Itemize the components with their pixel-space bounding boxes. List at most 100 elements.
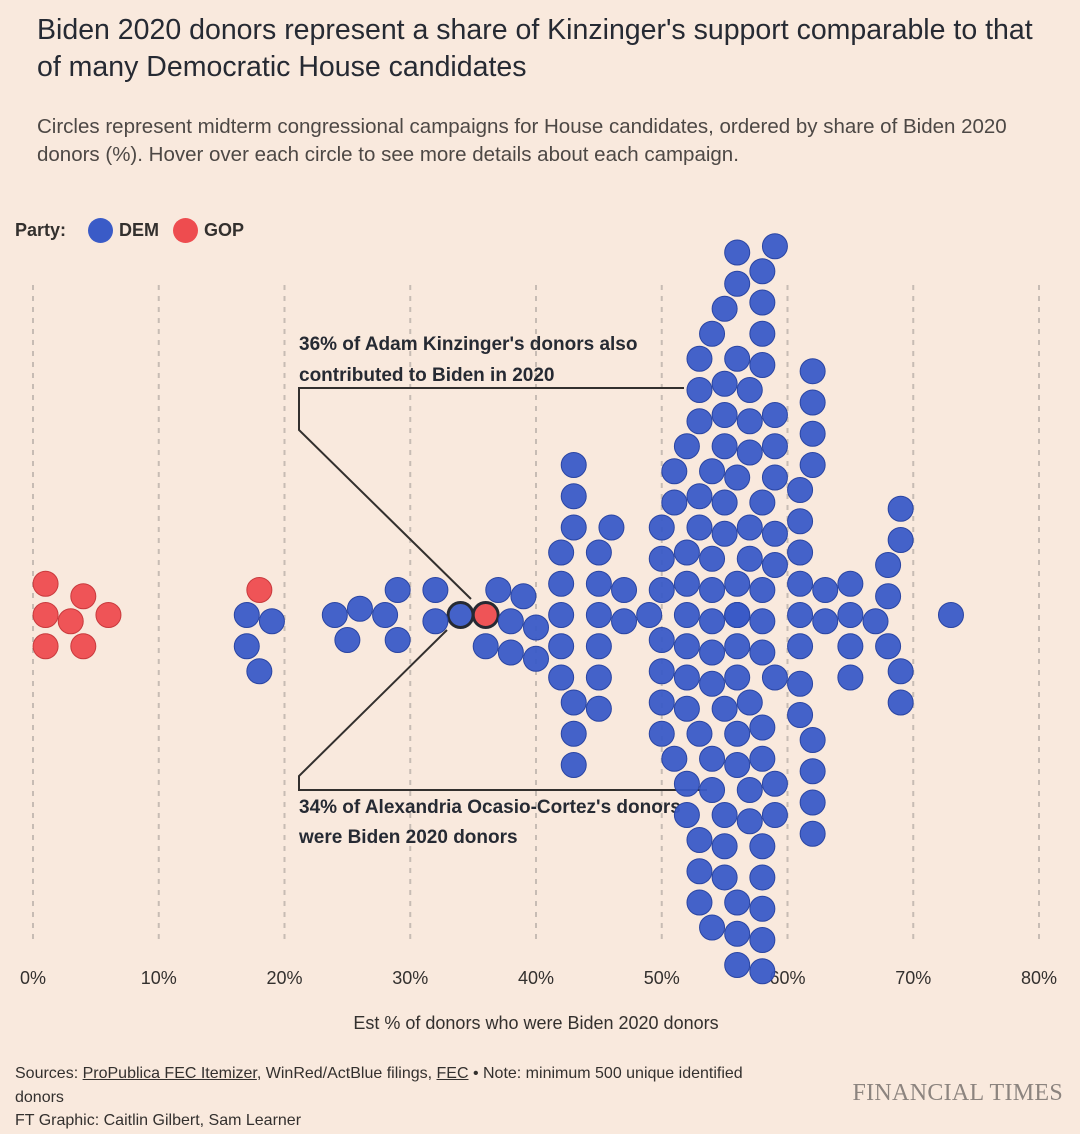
campaign-dot-dem[interactable]	[761, 464, 788, 491]
campaign-dot-dem[interactable]	[560, 689, 587, 716]
campaign-dot-dem[interactable]	[761, 552, 788, 578]
campaign-dot-dem[interactable]	[812, 577, 839, 603]
campaign-dot-dem[interactable]	[749, 289, 776, 316]
campaign-dot-dem[interactable]	[711, 370, 738, 397]
campaign-dot-dem[interactable]	[837, 664, 864, 691]
campaign-dot-dem[interactable]	[372, 602, 399, 628]
campaign-dot-dem[interactable]	[736, 408, 763, 435]
campaign-dot-dem[interactable]	[611, 608, 638, 635]
campaign-dot-gop[interactable]	[32, 570, 59, 597]
campaign-dot-dem[interactable]	[648, 658, 675, 685]
campaign-dot-gop[interactable]	[95, 602, 122, 628]
campaign-dot-dem[interactable]	[724, 464, 751, 491]
campaign-dot-dem[interactable]	[699, 670, 726, 697]
campaign-dot-dem[interactable]	[736, 808, 763, 835]
campaign-dot-dem[interactable]	[422, 608, 449, 635]
campaign-dot-dem[interactable]	[787, 702, 814, 728]
campaign-dot-dem[interactable]	[749, 577, 776, 603]
campaign-dot-dem[interactable]	[673, 433, 700, 460]
campaign-dot-dem[interactable]	[548, 633, 575, 660]
campaign-dot-dem[interactable]	[585, 633, 612, 660]
campaign-dot-dem[interactable]	[875, 552, 902, 578]
campaign-dot-dem[interactable]	[648, 577, 675, 603]
campaign-dot-dem[interactable]	[724, 720, 751, 747]
campaign-dot-dem[interactable]	[699, 914, 726, 941]
campaign-dot-dem[interactable]	[749, 352, 776, 378]
campaign-dot-dem[interactable]	[699, 545, 726, 572]
campaign-dot-dem[interactable]	[736, 439, 763, 466]
highlight-dot-alexandria-ocasio-cortez[interactable]	[446, 601, 475, 629]
campaign-dot-dem[interactable]	[761, 402, 788, 428]
campaign-dot-dem[interactable]	[384, 577, 411, 603]
campaign-dot-dem[interactable]	[711, 489, 738, 516]
campaign-dot-dem[interactable]	[686, 858, 713, 885]
campaign-dot-dem[interactable]	[799, 420, 826, 447]
campaign-dot-dem[interactable]	[686, 345, 713, 372]
source-link-propublica[interactable]: ProPublica FEC Itemizer	[82, 1065, 257, 1082]
campaign-dot-dem[interactable]	[749, 958, 776, 985]
campaign-dot-dem[interactable]	[787, 570, 814, 597]
campaign-dot-dem[interactable]	[724, 570, 751, 597]
campaign-dot-dem[interactable]	[560, 720, 587, 747]
campaign-dot-gop[interactable]	[32, 602, 59, 628]
campaign-dot-dem[interactable]	[799, 452, 826, 478]
campaign-dot-dem[interactable]	[648, 627, 675, 653]
campaign-dot-dem[interactable]	[711, 402, 738, 428]
campaign-dot-dem[interactable]	[673, 802, 700, 828]
campaign-dot-dem[interactable]	[686, 483, 713, 510]
campaign-dot-dem[interactable]	[523, 614, 549, 641]
campaign-dot-dem[interactable]	[749, 833, 776, 860]
campaign-dot-dem[interactable]	[787, 670, 814, 697]
campaign-dot-dem[interactable]	[699, 458, 726, 485]
campaign-dot-gop[interactable]	[70, 633, 97, 660]
campaign-dot-dem[interactable]	[887, 495, 914, 522]
campaign-dot-dem[interactable]	[736, 377, 763, 403]
campaign-dot-dem[interactable]	[673, 664, 700, 691]
campaign-dot-dem[interactable]	[724, 239, 751, 266]
campaign-dot-dem[interactable]	[560, 483, 587, 510]
campaign-dot-dem[interactable]	[875, 583, 902, 610]
campaign-dot-dem[interactable]	[334, 627, 361, 653]
campaign-dot-dem[interactable]	[661, 489, 688, 516]
campaign-dot-dem[interactable]	[761, 520, 788, 547]
campaign-dot-dem[interactable]	[787, 508, 814, 535]
campaign-dot-dem[interactable]	[548, 539, 575, 566]
campaign-dot-dem[interactable]	[648, 545, 675, 572]
campaign-dot-dem[interactable]	[724, 664, 751, 691]
campaign-dot-dem[interactable]	[661, 745, 688, 772]
campaign-dot-dem[interactable]	[799, 389, 826, 416]
campaign-dot-dem[interactable]	[711, 520, 738, 547]
campaign-dot-dem[interactable]	[699, 608, 726, 635]
campaign-dot-dem[interactable]	[686, 377, 713, 403]
campaign-dot-dem[interactable]	[233, 602, 260, 628]
campaign-dot-dem[interactable]	[875, 633, 902, 660]
campaign-dot-dem[interactable]	[686, 514, 713, 541]
campaign-dot-dem[interactable]	[346, 595, 373, 622]
campaign-dot-dem[interactable]	[699, 577, 726, 603]
campaign-dot-dem[interactable]	[497, 608, 524, 635]
source-link-fec[interactable]: FEC	[436, 1065, 469, 1082]
campaign-dot-dem[interactable]	[937, 602, 964, 628]
campaign-dot-dem[interactable]	[787, 539, 814, 566]
campaign-dot-dem[interactable]	[585, 539, 612, 566]
campaign-dot-dem[interactable]	[787, 477, 814, 503]
campaign-dot-dem[interactable]	[699, 745, 726, 772]
campaign-dot-dem[interactable]	[711, 833, 738, 860]
campaign-dot-dem[interactable]	[497, 639, 524, 666]
campaign-dot-dem[interactable]	[585, 695, 612, 722]
campaign-dot-dem[interactable]	[422, 577, 449, 603]
campaign-dot-dem[interactable]	[711, 864, 738, 891]
campaign-dot-dem[interactable]	[648, 689, 675, 716]
campaign-dot-dem[interactable]	[686, 720, 713, 747]
campaign-dot-dem[interactable]	[799, 820, 826, 847]
campaign-dot-dem[interactable]	[673, 695, 700, 722]
campaign-dot-dem[interactable]	[837, 633, 864, 660]
campaign-dot-dem[interactable]	[736, 545, 763, 572]
campaign-dot-dem[interactable]	[736, 514, 763, 541]
campaign-dot-dem[interactable]	[510, 583, 537, 610]
campaign-dot-dem[interactable]	[799, 789, 826, 816]
campaign-dot-dem[interactable]	[560, 752, 587, 778]
campaign-dot-dem[interactable]	[699, 320, 726, 347]
campaign-dot-gop[interactable]	[57, 608, 84, 635]
campaign-dot-dem[interactable]	[258, 608, 285, 635]
